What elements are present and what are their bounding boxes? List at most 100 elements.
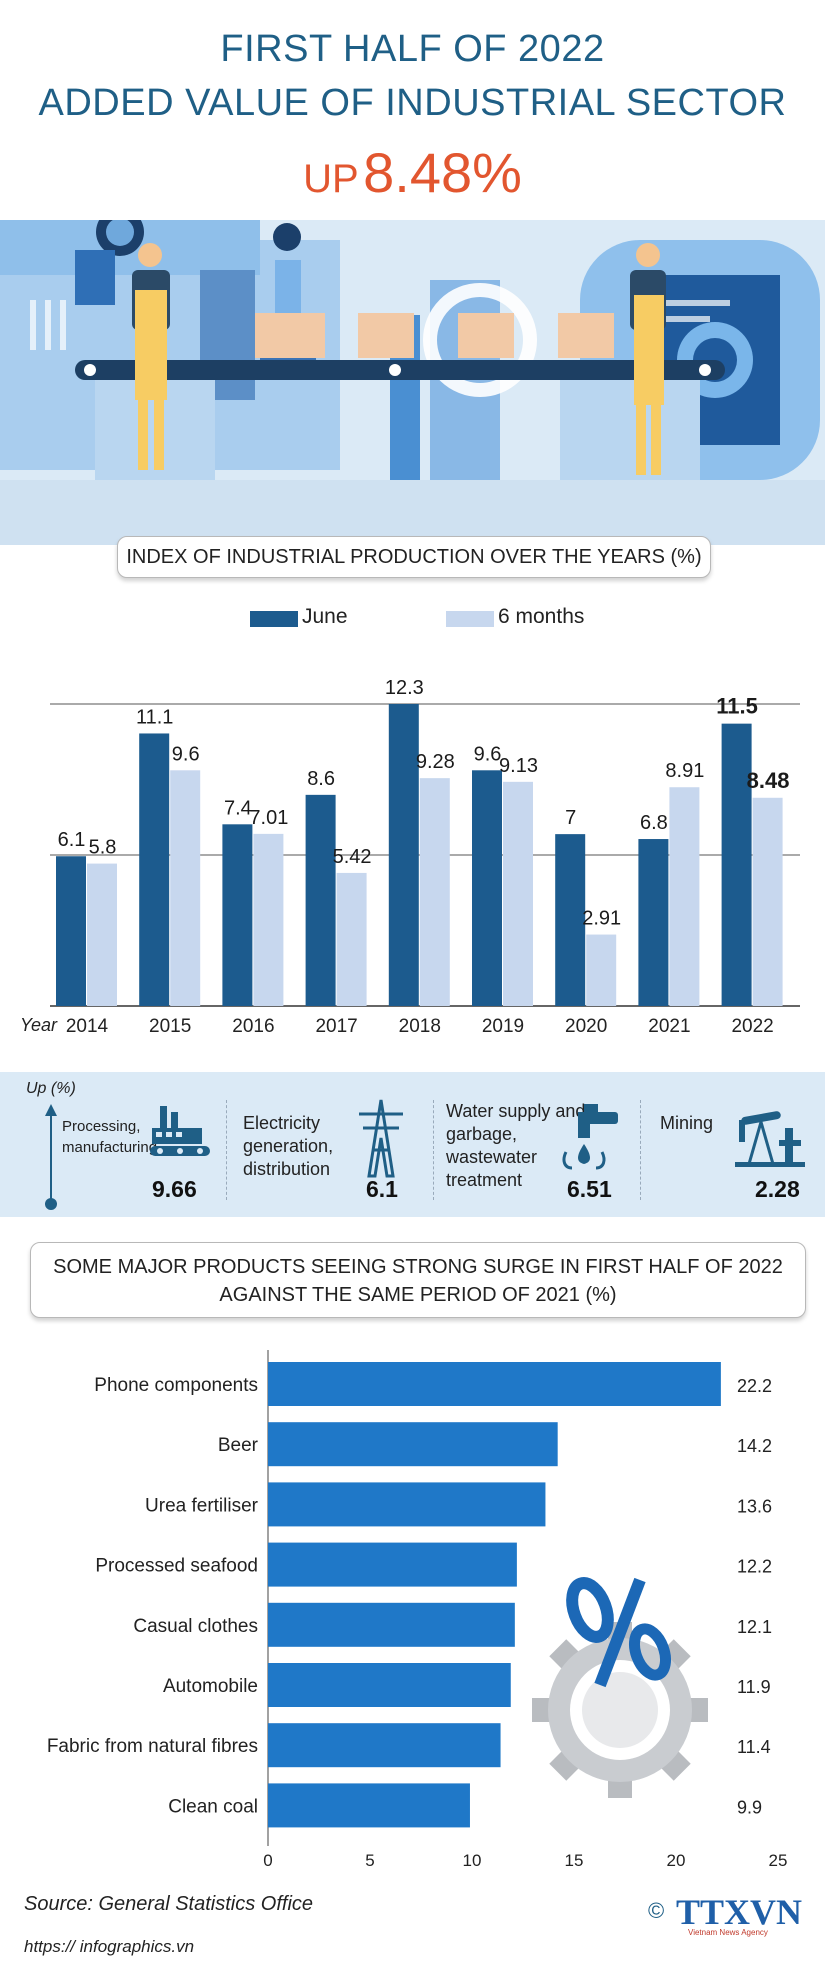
product-label-0: Phone components — [94, 1375, 258, 1396]
power-tower-icon — [359, 1099, 403, 1178]
bar-june-2017 — [305, 794, 336, 1006]
value-label-6months-2018: 9.28 — [416, 751, 455, 773]
industry-label-electricity: Electricity generation, distribution — [243, 1113, 334, 1179]
product-value-3: 12.2 — [737, 1557, 772, 1577]
product-bar-4 — [268, 1602, 515, 1647]
industry-value-electricity: 6.1 — [366, 1176, 398, 1202]
value-label-6months-2014: 5.8 — [89, 837, 117, 859]
product-value-7: 9.9 — [737, 1797, 762, 1817]
products-chart-title-line-2: AGAINST THE SAME PERIOD OF 2021 (%) — [219, 1284, 617, 1306]
x-tick-15: 15 — [565, 1851, 584, 1870]
factory-illustration — [0, 220, 825, 545]
bar-6months-2017 — [336, 872, 367, 1006]
bar-june-2016 — [222, 824, 253, 1006]
bar-6months-2014 — [87, 863, 117, 1006]
gear-percent-icon — [532, 1577, 708, 1798]
bar-june-2019 — [472, 770, 502, 1006]
x-tick-2021: 2021 — [648, 1016, 690, 1037]
value-label-june-2016: 7.4 — [224, 797, 252, 819]
product-label-3: Processed seafood — [95, 1556, 258, 1577]
product-value-6: 11.4 — [737, 1737, 771, 1757]
svg-text:TTXVN: TTXVN — [676, 1892, 802, 1932]
value-label-6months-2022: 8.48 — [747, 768, 790, 793]
products-chart-title-line-1: SOME MAJOR PRODUCTS SEEING STRONG SURGE … — [53, 1256, 783, 1278]
legend-june-label: June — [302, 605, 348, 628]
industry-value-processing: 9.66 — [152, 1176, 197, 1202]
bar-6months-2021 — [669, 787, 700, 1006]
value-label-june-2018: 12.3 — [385, 677, 424, 699]
index-chart-title: INDEX OF INDUSTRIAL PRODUCTION OVER THE … — [117, 536, 711, 578]
bar-6months-2015 — [170, 770, 201, 1006]
bar-june-2014 — [56, 856, 86, 1006]
value-label-june-2019: 9.6 — [474, 743, 502, 765]
oil-pump-icon — [735, 1111, 805, 1167]
product-label-5: Automobile — [163, 1676, 258, 1697]
product-value-4: 12.1 — [737, 1617, 772, 1637]
industry-label-water: Water supply and garbage, wastewater tre… — [446, 1101, 586, 1190]
product-bar-6 — [268, 1723, 501, 1768]
product-bar-5 — [268, 1663, 511, 1707]
product-label-6: Fabric from natural fibres — [47, 1736, 258, 1757]
up-percent-label: Up (%) — [26, 1080, 76, 1097]
industry-growth-band: Up (%) Processing, manufacturing 9.66 El… — [0, 1072, 825, 1217]
x-tick-2017: 2017 — [315, 1016, 357, 1037]
x-tick-2019: 2019 — [482, 1016, 524, 1037]
x-tick-2014: 2014 — [66, 1016, 109, 1037]
products-chart: Phone components 22.2 Beer 14.2 Urea fertili… — [47, 1350, 788, 1870]
legend-june-swatch — [250, 611, 298, 627]
x-tick-0: 0 — [263, 1851, 272, 1870]
industry-value-water: 6.51 — [567, 1176, 612, 1202]
product-value-1: 14.2 — [737, 1436, 772, 1456]
value-label-6months-2019: 9.13 — [499, 755, 538, 777]
industry-divider — [226, 1100, 228, 1200]
value-label-6months-2017: 5.42 — [333, 846, 372, 868]
value-label-june-2015: 11.1 — [136, 706, 173, 728]
bar-june-2021 — [638, 839, 669, 1006]
bar-6months-2018 — [419, 778, 450, 1006]
bar-6months-2020 — [586, 934, 617, 1006]
x-tick-25: 25 — [769, 1851, 788, 1870]
product-bar-2 — [268, 1482, 546, 1527]
factory-icon — [150, 1106, 210, 1156]
product-value-2: 13.6 — [737, 1496, 772, 1516]
value-label-6months-2020: 2.91 — [582, 908, 621, 930]
website-link[interactable]: https:// infographics.vn — [24, 1937, 195, 1956]
industry-divider — [433, 1100, 435, 1200]
title-line-1: FIRST HALF OF 2022 — [220, 28, 605, 70]
bar-june-2022 — [721, 723, 752, 1006]
value-label-6months-2016: 7.01 — [249, 807, 288, 829]
copyright-symbol: © — [648, 1898, 665, 1923]
index-chart: 6.1 5.8 2014 11.1 9.6 2015 7.47.01 2016 8.6 5.42 2… — [20, 677, 800, 1037]
value-label-june-2022: 11.5 — [716, 694, 758, 719]
water-tap-icon — [562, 1104, 618, 1170]
x-tick-2020: 2020 — [565, 1016, 607, 1037]
x-tick-20: 20 — [667, 1851, 686, 1870]
industry-label-processing: Processing, manufacturing — [62, 1118, 158, 1156]
x-tick-2022: 2022 — [731, 1016, 773, 1037]
legend-6months-swatch — [446, 611, 494, 627]
product-value-5: 11.9 — [737, 1677, 771, 1697]
legend-6months-label: 6 months — [498, 605, 585, 628]
product-bar-0 — [268, 1362, 721, 1406]
bar-6months-2016 — [253, 833, 284, 1006]
product-bar-1 — [268, 1422, 558, 1467]
value-label-6months-2015: 9.6 — [172, 743, 200, 765]
x-tick-10: 10 — [463, 1851, 482, 1870]
value-label-6months-2021: 8.91 — [665, 760, 704, 782]
value-label-june-2017: 8.6 — [307, 768, 335, 790]
value-label-june-2020: 7 — [565, 807, 576, 829]
bar-june-2020 — [555, 834, 586, 1006]
bar-6months-2019 — [503, 781, 533, 1006]
value-label-june-2021: 6.8 — [640, 812, 668, 834]
product-label-1: Beer — [218, 1435, 259, 1456]
source-text: Source: General Statistics Office — [24, 1893, 314, 1915]
value-label-june-2014: 6.1 — [58, 829, 86, 851]
x-tick-2018: 2018 — [399, 1016, 441, 1037]
product-label-2: Urea fertiliser — [145, 1495, 259, 1516]
bar-6months-2022 — [752, 797, 783, 1006]
product-label-7: Clean coal — [168, 1796, 258, 1817]
bar-june-2015 — [139, 733, 170, 1006]
products-chart-title: SOME MAJOR PRODUCTS SEEING STRONG SURGE … — [30, 1242, 806, 1318]
up-arrow-icon — [45, 1104, 57, 1210]
industry-value-mining: 2.28 — [755, 1176, 800, 1202]
